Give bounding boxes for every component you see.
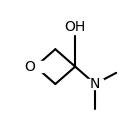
- Bar: [27, 61, 43, 72]
- Text: N: N: [90, 77, 100, 91]
- Text: OH: OH: [65, 20, 86, 34]
- Text: O: O: [25, 60, 35, 74]
- Bar: [64, 19, 86, 34]
- Bar: [87, 79, 103, 89]
